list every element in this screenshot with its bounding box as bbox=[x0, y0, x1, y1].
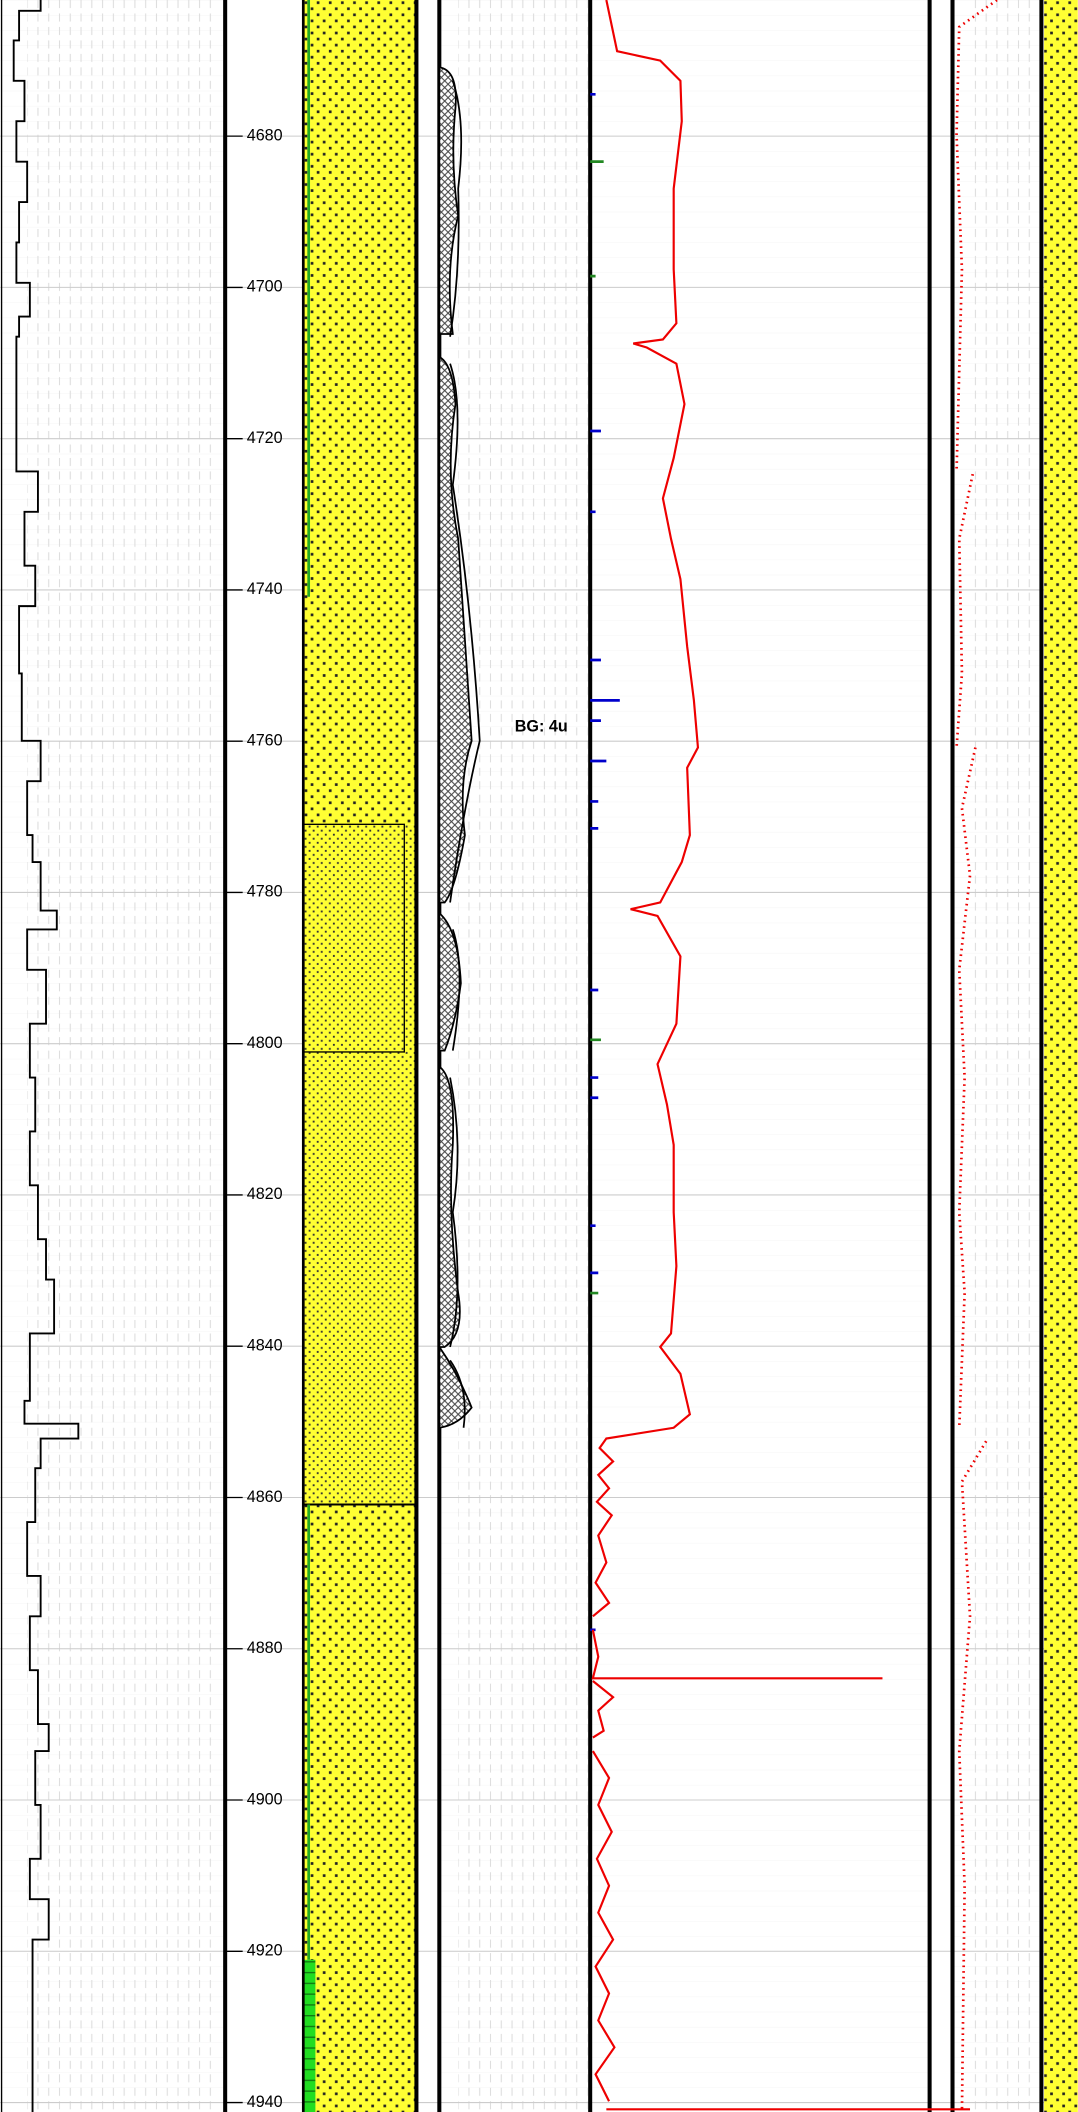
depth-label: 4740 bbox=[247, 580, 283, 598]
depth-label: 4700 bbox=[247, 278, 283, 296]
depth-label: 4780 bbox=[247, 883, 283, 901]
depth-label: 4800 bbox=[247, 1034, 283, 1052]
depth-label: 4760 bbox=[247, 731, 283, 749]
depth-label: 4720 bbox=[247, 429, 283, 447]
depth-label: 4880 bbox=[247, 1639, 283, 1657]
lithology bbox=[303, 0, 415, 2112]
depth-labels: 4680 4700 4720 4740 4760 4780 4800 4820 4840 4860… bbox=[247, 126, 283, 2110]
depth-label: 4680 bbox=[247, 126, 283, 144]
grid-background bbox=[0, 0, 1041, 2112]
well-log: 4680 4700 4720 4740 4760 4780 4800 4820 4840 4860… bbox=[0, 0, 1078, 2112]
depth-label: 4920 bbox=[247, 1942, 283, 1960]
annotation: BG: 4u bbox=[515, 718, 568, 736]
depth-label: 4900 bbox=[247, 1790, 283, 1808]
depth-label: 4860 bbox=[247, 1488, 283, 1506]
page: {"depth_track":{"labels":[4680,4700,4720… bbox=[0, 0, 1078, 2112]
depth-label: 4840 bbox=[247, 1336, 283, 1354]
depth-label: 4940 bbox=[247, 2093, 283, 2111]
depth-label: 4820 bbox=[247, 1185, 283, 1203]
